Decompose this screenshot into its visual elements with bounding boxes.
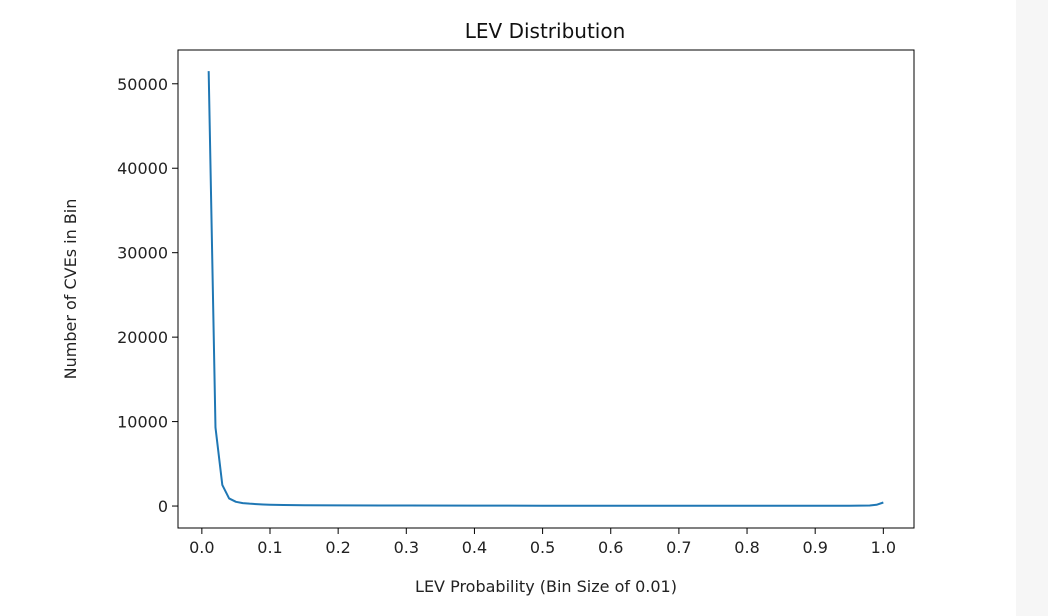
y-tick-label: 50000 xyxy=(117,75,168,94)
plot-frame xyxy=(177,49,915,529)
x-tick-label: 0.8 xyxy=(734,538,759,557)
y-tick-label: 0 xyxy=(158,497,168,516)
x-tick-label: 0.3 xyxy=(394,538,419,557)
x-axis: 0.0 0.1 0.2 0.3 0.4 0.5 0.6 0.7 0.8 0.9 1.0 xyxy=(189,528,896,557)
right-panel-strip xyxy=(1016,0,1048,616)
x-tick-label: 0.6 xyxy=(598,538,623,557)
y-axis: 0 10000 20000 30000 40000 50000 xyxy=(117,75,178,516)
y-tick-label: 10000 xyxy=(117,413,168,432)
x-axis-label: LEV Probability (Bin Size of 0.01) xyxy=(415,577,677,596)
y-axis-label: Number of CVEs in Bin xyxy=(61,199,80,380)
x-tick-label: 0.9 xyxy=(802,538,827,557)
series-line-0 xyxy=(207,71,884,507)
chart-title: LEV Distribution xyxy=(465,19,626,43)
y-tick-label: 40000 xyxy=(117,159,168,178)
x-tick-label: 1.0 xyxy=(871,538,896,557)
x-tick-label: 0.2 xyxy=(325,538,350,557)
x-tick-label: 0.1 xyxy=(257,538,282,557)
line-chart: LEV Distribution 0.0 0.1 0.2 0.3 0.4 0.5 0.6 0.… xyxy=(61,19,915,596)
y-tick-label: 30000 xyxy=(117,244,168,263)
x-tick-label: 0.5 xyxy=(530,538,555,557)
x-tick-label: 0.7 xyxy=(666,538,691,557)
y-tick-label: 20000 xyxy=(117,328,168,347)
x-tick-label: 0.4 xyxy=(462,538,487,557)
x-tick-label: 0.0 xyxy=(189,538,214,557)
